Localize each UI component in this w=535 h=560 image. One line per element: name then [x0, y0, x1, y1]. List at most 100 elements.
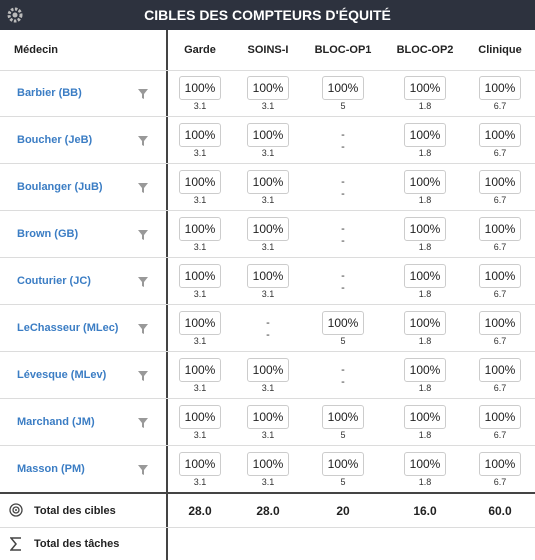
target-input[interactable]: 100% [322, 76, 364, 100]
filter-icon[interactable] [137, 181, 149, 199]
target-input[interactable]: 100% [404, 76, 446, 100]
doctor-name[interactable]: Boulanger (JuB) [17, 181, 103, 193]
target-input[interactable]: 100% [479, 311, 521, 335]
target-input[interactable]: 100% [247, 452, 289, 476]
filter-icon[interactable] [137, 322, 149, 340]
target-count: 3.1 [261, 430, 275, 440]
target-input[interactable]: 100% [322, 452, 364, 476]
target-input[interactable]: 100% [179, 311, 221, 335]
target-input[interactable]: 100% [179, 217, 221, 241]
target-count: 1.8 [418, 383, 432, 393]
doctor-name[interactable]: Marchand (JM) [17, 416, 95, 428]
doctor-name[interactable]: Brown (GB) [17, 228, 79, 240]
target-input[interactable]: 100% [179, 170, 221, 194]
doctor-name[interactable]: Lévesque (MLev) [17, 369, 107, 381]
target-input[interactable]: 100% [247, 76, 289, 100]
doctor-name[interactable]: LeChasseur (MLec) [17, 322, 119, 334]
column-header: BLOC-OP2 [396, 44, 454, 56]
total-value: 60.0 [488, 504, 512, 518]
target-input[interactable]: 100% [479, 217, 521, 241]
filter-icon[interactable] [137, 134, 149, 152]
column-header: SOINS-I [247, 44, 289, 56]
total-value: 20 [336, 504, 350, 518]
row-divider [0, 398, 535, 399]
empty-value: - [341, 270, 345, 282]
target-input[interactable]: 100% [247, 358, 289, 382]
target-count: 3.1 [193, 101, 207, 111]
doctor-name[interactable]: Masson (PM) [17, 463, 85, 475]
target-input[interactable]: 100% [479, 170, 521, 194]
target-input[interactable]: 100% [179, 358, 221, 382]
target-count: 3.1 [193, 148, 207, 158]
filter-icon[interactable] [137, 369, 149, 387]
target-input[interactable]: 100% [322, 405, 364, 429]
target-count: 3.1 [261, 383, 275, 393]
target-count: 3.1 [193, 242, 207, 252]
target-input[interactable]: 100% [247, 217, 289, 241]
empty-value: - [341, 282, 345, 294]
target-count: 3.1 [193, 430, 207, 440]
target-count: 6.7 [493, 289, 507, 299]
row-divider [0, 304, 535, 305]
totals-label: Total des cibles [34, 505, 116, 517]
doctor-name[interactable]: Boucher (JeB) [17, 134, 93, 146]
target-count: 3.1 [261, 289, 275, 299]
filter-icon[interactable] [137, 463, 149, 481]
target-input[interactable]: 100% [404, 123, 446, 147]
target-count: 1.8 [418, 101, 432, 111]
column-header: Clinique [478, 44, 522, 56]
target-count: 3.1 [193, 383, 207, 393]
target-input[interactable]: 100% [479, 358, 521, 382]
target-input[interactable]: 100% [179, 405, 221, 429]
target-input[interactable]: 100% [479, 123, 521, 147]
filter-icon[interactable] [137, 87, 149, 105]
empty-value: - [266, 317, 270, 329]
target-count: 6.7 [493, 383, 507, 393]
target-input[interactable]: 100% [404, 405, 446, 429]
title-bar: CIBLES DES COMPTEURS D'ÉQUITÉ [0, 0, 535, 30]
target-input[interactable]: 100% [479, 76, 521, 100]
doctor-name[interactable]: Barbier (BB) [17, 87, 82, 99]
target-input[interactable]: 100% [404, 358, 446, 382]
target-input[interactable]: 100% [404, 452, 446, 476]
target-input[interactable]: 100% [479, 405, 521, 429]
target-input[interactable]: 100% [404, 264, 446, 288]
target-input[interactable]: 100% [247, 264, 289, 288]
row-divider [0, 210, 535, 211]
column-header: Garde [184, 44, 216, 56]
empty-value: - [341, 223, 345, 235]
target-count: 1.8 [418, 289, 432, 299]
total-value: 28.0 [256, 504, 280, 518]
target-count: 3.1 [193, 195, 207, 205]
target-input[interactable]: 100% [247, 170, 289, 194]
settings-icon[interactable] [6, 6, 24, 24]
doctor-name[interactable]: Couturier (JC) [17, 275, 91, 287]
target-input[interactable]: 100% [247, 123, 289, 147]
empty-value: - [341, 141, 345, 153]
target-input[interactable]: 100% [179, 123, 221, 147]
target-input[interactable]: 100% [179, 452, 221, 476]
target-input[interactable]: 100% [179, 264, 221, 288]
target-input[interactable]: 100% [247, 405, 289, 429]
filter-icon[interactable] [137, 416, 149, 434]
total-value: 28.0 [188, 504, 212, 518]
target-input[interactable]: 100% [479, 264, 521, 288]
target-icon [9, 503, 23, 522]
target-input[interactable]: 100% [479, 452, 521, 476]
empty-value: - [341, 235, 345, 247]
empty-value: - [341, 188, 345, 200]
target-input[interactable]: 100% [404, 311, 446, 335]
target-count: 5 [340, 477, 346, 487]
target-count: 6.7 [493, 477, 507, 487]
target-input[interactable]: 100% [179, 76, 221, 100]
row-divider [0, 163, 535, 164]
target-input[interactable]: 100% [404, 170, 446, 194]
target-input[interactable]: 100% [322, 311, 364, 335]
empty-value: - [341, 176, 345, 188]
target-input[interactable]: 100% [404, 217, 446, 241]
filter-icon[interactable] [137, 275, 149, 293]
empty-value: - [341, 364, 345, 376]
row-divider [0, 257, 535, 258]
filter-icon[interactable] [137, 228, 149, 246]
